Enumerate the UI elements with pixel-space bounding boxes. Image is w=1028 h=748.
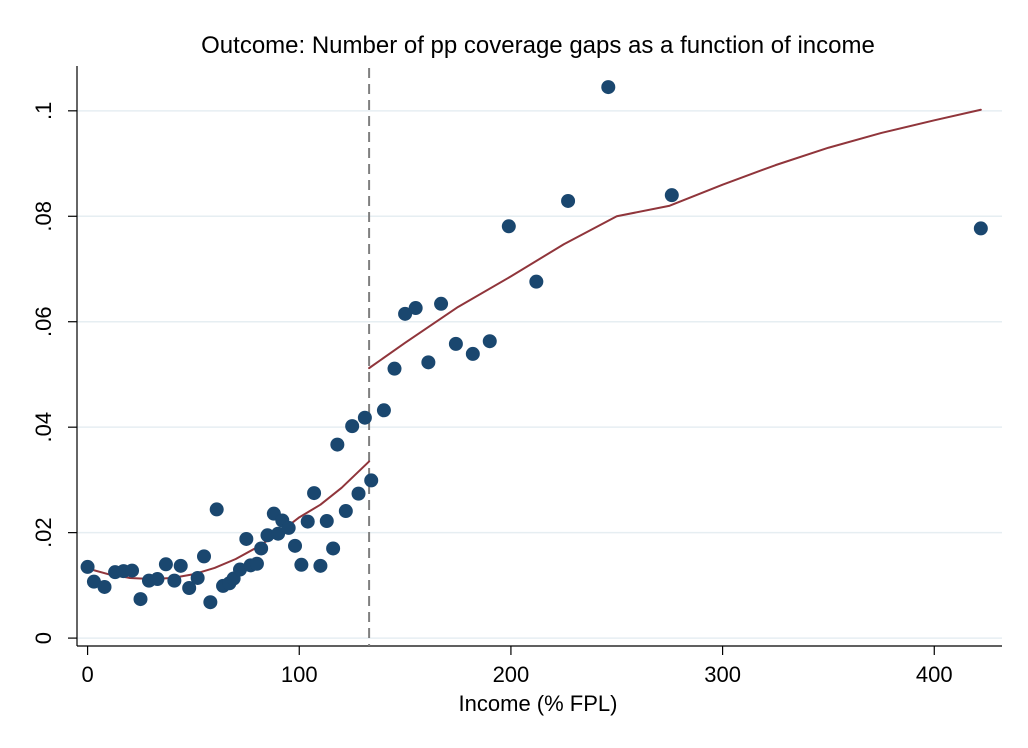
scatter-point-49 xyxy=(448,336,463,351)
scatter-point-15 xyxy=(203,595,218,610)
scatter-point-32 xyxy=(300,514,315,529)
scatter-point-53 xyxy=(529,274,544,289)
scatter-point-6 xyxy=(133,592,148,607)
scatter-point-55 xyxy=(601,80,616,95)
scatter-point-39 xyxy=(345,419,360,434)
scatter-point-35 xyxy=(319,514,334,529)
y-tick-label-4: .08 xyxy=(31,201,56,232)
scatter-point-33 xyxy=(307,486,322,501)
x-tick-label-3: 300 xyxy=(704,662,741,687)
scatter-point-44 xyxy=(387,361,402,376)
scatter-point-57 xyxy=(973,221,988,236)
scatter-point-11 xyxy=(173,558,188,573)
x-axis-label: Income (% FPL) xyxy=(459,691,618,716)
y-tick-label-5: .1 xyxy=(31,102,56,120)
chart-title: Outcome: Number of pp coverage gaps as a… xyxy=(201,32,875,59)
scatter-point-54 xyxy=(561,193,576,208)
scatter-point-8 xyxy=(150,572,165,587)
scatter-point-16 xyxy=(209,502,224,517)
axes-layer xyxy=(68,66,1002,655)
scatter-point-12 xyxy=(182,581,197,595)
scatter-point-1 xyxy=(86,574,101,589)
labels-layer: 0 .02 .04 .06 .08 .1 0 100 200 300 400 xyxy=(31,102,953,687)
scatter-point-21 xyxy=(239,531,254,546)
scatter-point-51 xyxy=(482,334,497,349)
fit-line-below-threshold xyxy=(86,460,371,581)
scatter-point-34 xyxy=(313,558,328,573)
x-tick-label-2: 200 xyxy=(493,662,530,687)
scatter-point-40 xyxy=(351,486,366,501)
scatter-point-50 xyxy=(465,346,480,361)
x-tick-label-1: 100 xyxy=(281,662,318,687)
x-tick-label-0: 0 xyxy=(81,662,93,687)
scatter-point-43 xyxy=(376,403,391,418)
grid-layer xyxy=(77,110,1002,639)
series-layer xyxy=(80,68,988,646)
scatter-point-14 xyxy=(197,549,212,564)
y-tick-label-3: .06 xyxy=(31,306,56,337)
fit-line-above-threshold xyxy=(368,108,982,370)
scatter-point-2 xyxy=(97,579,112,594)
scatter-point-45 xyxy=(398,306,413,321)
scatter-point-46 xyxy=(408,301,423,316)
scatter-point-52 xyxy=(501,219,516,234)
scatter-point-31 xyxy=(294,557,309,572)
scatter-point-30 xyxy=(288,538,303,553)
scatter-point-47 xyxy=(421,355,436,370)
scatter-point-42 xyxy=(364,473,379,488)
scatter-point-20 xyxy=(232,562,247,577)
scatter-point-56 xyxy=(664,188,679,203)
y-tick-label-0: 0 xyxy=(31,632,56,644)
scatter-point-27 xyxy=(271,526,286,541)
scatter-point-41 xyxy=(357,410,372,425)
y-tick-label-2: .04 xyxy=(31,412,56,443)
scatter-point-25 xyxy=(260,528,275,543)
scatter-point-13 xyxy=(190,570,205,585)
scatter-point-38 xyxy=(338,504,353,519)
scatter-point-10 xyxy=(167,573,182,588)
y-tick-label-1: .02 xyxy=(31,517,56,548)
scatter-point-5 xyxy=(125,563,140,578)
scatter-point-29 xyxy=(281,520,296,535)
scatter-point-36 xyxy=(326,541,341,556)
scatter-point-48 xyxy=(434,296,449,311)
scatter-point-0 xyxy=(80,559,95,574)
x-tick-label-4: 400 xyxy=(916,662,953,687)
scatter-point-23 xyxy=(249,556,264,571)
scatter-point-37 xyxy=(330,437,345,452)
scatter-point-24 xyxy=(254,541,269,556)
scatter-point-9 xyxy=(158,557,173,572)
